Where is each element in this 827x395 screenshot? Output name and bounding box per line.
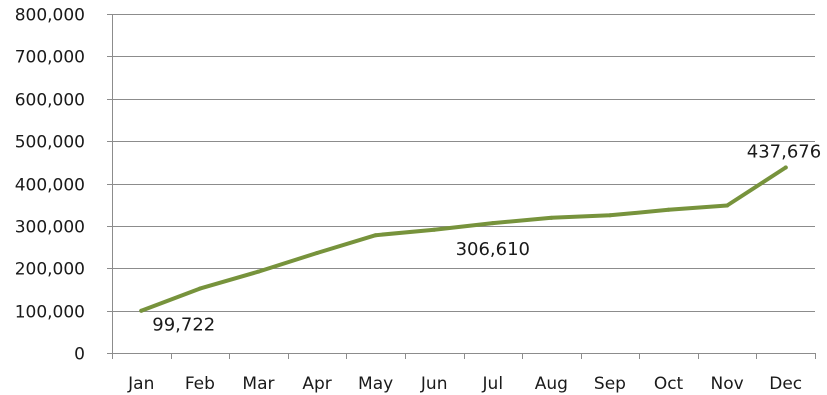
y-tick-label: 800,000 [15,6,85,26]
axes [107,14,816,359]
data-point [197,286,202,291]
x-axis-tick-labels: Jan Feb Mar Apr May Jun Jul Aug Sep Oct Nov Dec [127,374,802,394]
data-point [432,227,437,232]
data-point [373,233,378,238]
x-tick-label: Mar [242,374,274,394]
data-point [607,213,612,218]
y-tick-label: 100,000 [15,303,85,323]
data-point [256,269,261,274]
y-tick-label: 500,000 [15,133,85,153]
x-tick-label: Sep [594,374,626,394]
y-tick-label: 200,000 [15,260,85,280]
y-tick-label: 700,000 [15,48,85,68]
series-line [139,165,788,313]
data-point [139,308,144,313]
data-point [666,207,671,212]
x-tick-label: Feb [185,374,215,394]
x-tick-label: Dec [769,374,802,394]
data-label: 437,676 [747,142,821,163]
x-tick-label: May [358,374,393,394]
data-point [725,203,730,208]
x-tick-label: Jun [420,374,448,394]
y-tick-label: 400,000 [15,176,85,196]
y-tick-label: 300,000 [15,218,85,238]
y-tick-label: 600,000 [15,91,85,111]
x-tick-label: Apr [302,374,331,394]
data-point [490,221,495,226]
data-label: 306,610 [456,239,530,260]
series-group [139,165,788,313]
data-labels: 99,722 306,610 437,676 [152,142,821,336]
y-axis-tick-labels: 0 100,000 200,000 300,000 400,000 500,000 600,… [15,6,85,365]
data-label: 99,722 [152,315,215,336]
data-point [783,165,788,170]
y-tick-label: 0 [74,345,85,365]
data-point [315,250,320,255]
x-tick-label: Jan [127,374,154,394]
data-point [549,215,554,220]
gridlines [112,14,815,312]
x-tick-label: Jul [482,374,504,394]
x-tick-label: Oct [654,374,684,394]
x-tick-label: Nov [711,374,744,394]
x-tick-label: Aug [535,374,568,394]
